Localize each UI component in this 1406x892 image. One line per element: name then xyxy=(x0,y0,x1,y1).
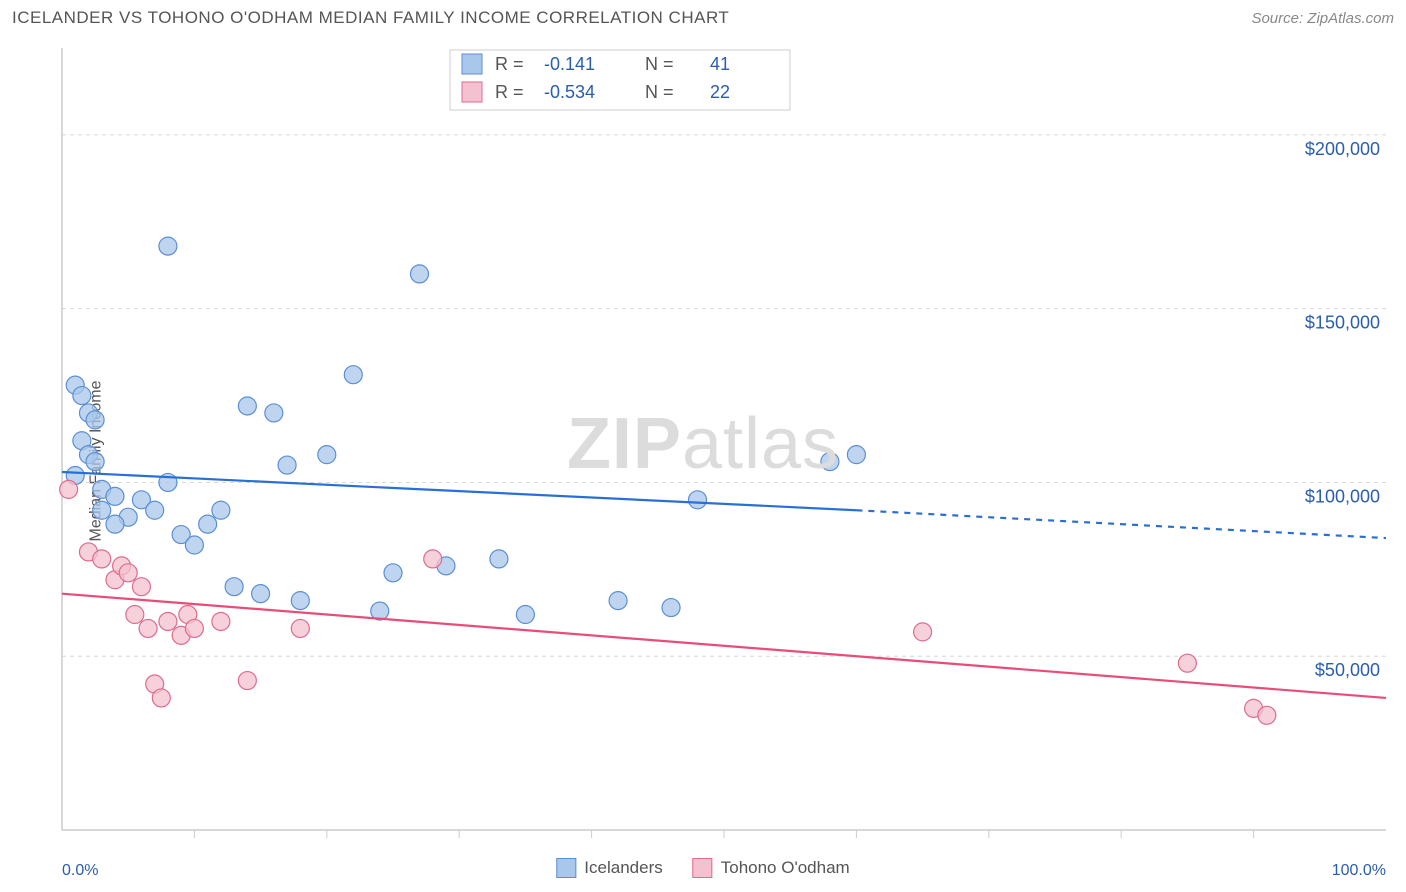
legend-label: Icelanders xyxy=(584,858,662,878)
data-point xyxy=(914,623,932,641)
data-point xyxy=(344,366,362,384)
y-tick-label: $200,000 xyxy=(1305,139,1380,159)
legend-swatch xyxy=(556,858,576,878)
data-point xyxy=(106,487,124,505)
y-tick-label: $50,000 xyxy=(1315,660,1380,680)
data-point xyxy=(1178,654,1196,672)
legend-r-value: -0.141 xyxy=(544,54,595,74)
data-point xyxy=(291,592,309,610)
data-point xyxy=(106,515,124,533)
chart-title: ICELANDER VS TOHONO O'ODHAM MEDIAN FAMIL… xyxy=(12,8,729,28)
legend-r-label: R = xyxy=(495,54,524,74)
data-point xyxy=(185,536,203,554)
data-point xyxy=(159,237,177,255)
data-point xyxy=(252,585,270,603)
x-tick-right: 100.0% xyxy=(1332,862,1386,880)
legend-swatch xyxy=(462,82,482,102)
data-point xyxy=(86,453,104,471)
trend-line-dashed xyxy=(856,510,1386,538)
legend-bottom-items: Icelanders Tohono O'odham xyxy=(556,858,849,878)
data-point xyxy=(291,619,309,637)
data-point xyxy=(689,491,707,509)
data-point xyxy=(1258,706,1276,724)
data-point xyxy=(73,387,91,405)
data-point xyxy=(86,411,104,429)
data-point xyxy=(159,612,177,630)
trend-line xyxy=(62,594,1386,698)
legend-label: Tohono O'odham xyxy=(721,858,850,878)
y-tick-label: $150,000 xyxy=(1305,313,1380,333)
data-point xyxy=(490,550,508,568)
data-point xyxy=(662,599,680,617)
data-point xyxy=(185,619,203,637)
data-point xyxy=(93,501,111,519)
scatter-chart: $50,000 $100,000 $150,000 $200,000 R = -0.141… xyxy=(10,40,1396,882)
data-point xyxy=(516,606,534,624)
data-point xyxy=(212,501,230,519)
data-point xyxy=(152,689,170,707)
legend-r-label: R = xyxy=(495,82,524,102)
data-point xyxy=(225,578,243,596)
data-point xyxy=(146,501,164,519)
data-point xyxy=(119,564,137,582)
data-point xyxy=(609,592,627,610)
legend-n-value: 22 xyxy=(710,82,730,102)
data-point xyxy=(384,564,402,582)
x-tick-left: 0.0% xyxy=(62,862,98,880)
legend-bottom-item: Tohono O'odham xyxy=(693,858,850,878)
data-point xyxy=(821,453,839,471)
chart-source: Source: ZipAtlas.com xyxy=(1251,10,1394,27)
data-point xyxy=(132,578,150,596)
legend-r-value: -0.534 xyxy=(544,82,595,102)
data-point xyxy=(139,619,157,637)
trend-line xyxy=(62,472,856,510)
data-point xyxy=(126,606,144,624)
legend-n-label: N = xyxy=(645,82,674,102)
data-point xyxy=(212,612,230,630)
legend-swatch xyxy=(462,54,482,74)
data-point xyxy=(278,456,296,474)
legend-bottom-item: Icelanders xyxy=(556,858,662,878)
data-point xyxy=(410,265,428,283)
data-point xyxy=(424,550,442,568)
chart-header: ICELANDER VS TOHONO O'ODHAM MEDIAN FAMIL… xyxy=(0,0,1406,32)
chart-container: Median Family Income $50,000$100,000$150… xyxy=(10,40,1396,882)
legend-swatch xyxy=(693,858,713,878)
legend-n-value: 41 xyxy=(710,54,730,74)
data-point xyxy=(847,446,865,464)
data-point xyxy=(318,446,336,464)
legend-n-label: N = xyxy=(645,54,674,74)
legend-bottom: 0.0% Icelanders Tohono O'odham 100.0% xyxy=(10,854,1396,882)
data-point xyxy=(60,480,78,498)
data-point xyxy=(93,550,111,568)
data-point xyxy=(238,672,256,690)
y-tick-label: $100,000 xyxy=(1305,486,1380,506)
data-point xyxy=(238,397,256,415)
data-point xyxy=(265,404,283,422)
data-point xyxy=(199,515,217,533)
